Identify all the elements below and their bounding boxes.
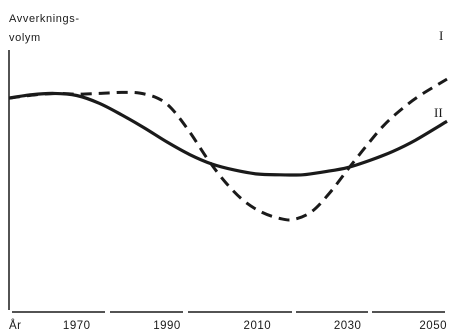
x-axis-title: År [9,319,22,332]
x-tick-label-1990: 1990 [153,320,181,332]
series-label-i: I [439,28,443,43]
x-tick-labels: 1970 1990 2010 2030 2050 [63,320,447,332]
series-label-ii: II [434,105,443,120]
y-axis-title-line-1: Avverknings- [9,13,80,25]
x-tick-label-2050: 2050 [419,320,447,332]
y-axis-title: Avverknings- volym [9,13,80,44]
series-layer [8,77,448,222]
series-line-ii [8,91,448,177]
series-line-i [8,77,448,222]
x-tick-label-2030: 2030 [334,320,362,332]
x-tick-label-2010: 2010 [244,320,272,332]
x-tick-label-1970: 1970 [63,320,91,332]
y-axis-title-line-2: volym [9,32,41,44]
